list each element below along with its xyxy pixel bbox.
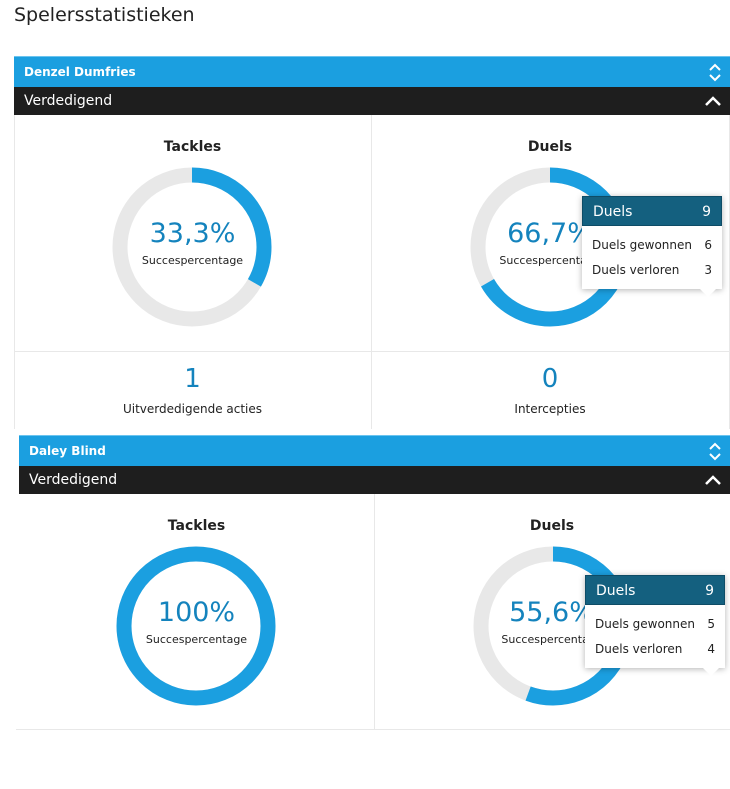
stat-title: Duels: [527, 139, 573, 155]
expand-collapse-icon[interactable]: [708, 59, 722, 85]
tackles-success-caption: Succespercentage: [145, 633, 248, 646]
tooltip-title: Duels: [596, 583, 636, 599]
player-header[interactable]: Denzel Dumfries: [14, 56, 730, 87]
player-header[interactable]: Daley Blind: [19, 435, 730, 466]
chevron-up-icon[interactable]: [704, 94, 722, 108]
tackles-success-caption: Succespercentage: [141, 254, 244, 267]
tooltip-row-won: Duels gewonnen 6: [582, 233, 722, 258]
tackles-donut-chart[interactable]: [111, 166, 273, 328]
duels-success-caption: Succespercentage: [499, 254, 601, 267]
tooltip-won-label: Duels gewonnen: [592, 238, 692, 252]
page-title: Spelersstatistieken: [14, 4, 195, 26]
tooltip-total: 9: [702, 204, 711, 220]
tooltip-lost-value: 4: [707, 642, 715, 656]
stat-title: Tackles: [163, 139, 222, 155]
tooltip-won-label: Duels gewonnen: [595, 617, 695, 631]
duels-tooltip: Duels 9 Duels gewonnen 5 Duels verloren …: [585, 575, 725, 676]
tooltip-title: Duels: [593, 204, 633, 220]
player-panel-blind: Daley Blind Verdedigend Tackles 100% Suc…: [16, 435, 730, 730]
tackles-card: Tackles 33,3% Succespercentage: [14, 115, 371, 351]
stats-grid: Tackles 33,3% Succespercentage Duels 66,…: [14, 115, 730, 429]
section-title: Verdedigend: [29, 472, 118, 488]
stats-grid: Tackles 100% Succespercentage Duels 55,6…: [16, 494, 730, 730]
duels-tooltip: Duels 9 Duels gewonnen 6 Duels verloren …: [582, 196, 722, 297]
interceptions-value: 0: [541, 364, 559, 394]
section-header-defensive[interactable]: Verdedigend: [14, 87, 730, 115]
stat-title: Tackles: [167, 518, 226, 534]
donut-success-arc[interactable]: [116, 546, 276, 706]
tackles-success-value: 33,3%: [149, 218, 236, 249]
duels-card: Duels 55,6% Succespercentage Duels 9 Due…: [374, 494, 730, 730]
tooltip-arrow: [703, 668, 719, 676]
expand-collapse-icon[interactable]: [708, 438, 722, 464]
tackles-card: Tackles 100% Succespercentage: [19, 494, 374, 730]
section-header-defensive[interactable]: Verdedigend: [19, 466, 730, 494]
tooltip-lost-label: Duels verloren: [592, 263, 680, 277]
tooltip-arrow: [700, 289, 716, 297]
stat-title: Duels: [529, 518, 575, 534]
tooltip-row-won: Duels gewonnen 5: [585, 612, 725, 637]
duels-card: Duels 66,7% Succespercentage Duels 9 Due…: [371, 115, 729, 351]
duels-success-value: 55,6%: [509, 597, 595, 628]
player-name: Denzel Dumfries: [24, 65, 136, 79]
tooltip-row-lost: Duels verloren 3: [582, 258, 722, 283]
donut-success-arc[interactable]: [112, 167, 272, 327]
tooltip-lost-value: 3: [704, 263, 712, 277]
player-name: Daley Blind: [29, 444, 106, 458]
tooltip-lost-label: Duels verloren: [595, 642, 683, 656]
player-panel-dumfries: Denzel Dumfries Verdedigend Tackles 33,3…: [14, 56, 730, 429]
chevron-up-icon[interactable]: [704, 473, 722, 487]
clearances-label: Uitverdedigende acties: [122, 402, 263, 416]
clearances-value: 1: [184, 364, 201, 394]
tackles-donut-chart[interactable]: [115, 545, 277, 707]
tooltip-header: Duels 9: [582, 196, 722, 226]
interceptions-card: 0 Intercepties: [371, 352, 729, 429]
tooltip-total: 9: [705, 583, 714, 599]
tackles-success-value: 100%: [157, 597, 236, 628]
duels-success-caption: Succespercentage: [501, 633, 603, 646]
tooltip-won-value: 5: [707, 617, 715, 631]
duels-success-value: 66,7%: [507, 218, 593, 249]
tooltip-header: Duels 9: [585, 575, 725, 605]
tooltip-won-value: 6: [704, 238, 712, 252]
tooltip-row-lost: Duels verloren 4: [585, 637, 725, 662]
clearances-card: 1 Uitverdedigende acties: [14, 352, 371, 429]
interceptions-label: Intercepties: [514, 402, 586, 416]
section-title: Verdedigend: [24, 93, 113, 109]
